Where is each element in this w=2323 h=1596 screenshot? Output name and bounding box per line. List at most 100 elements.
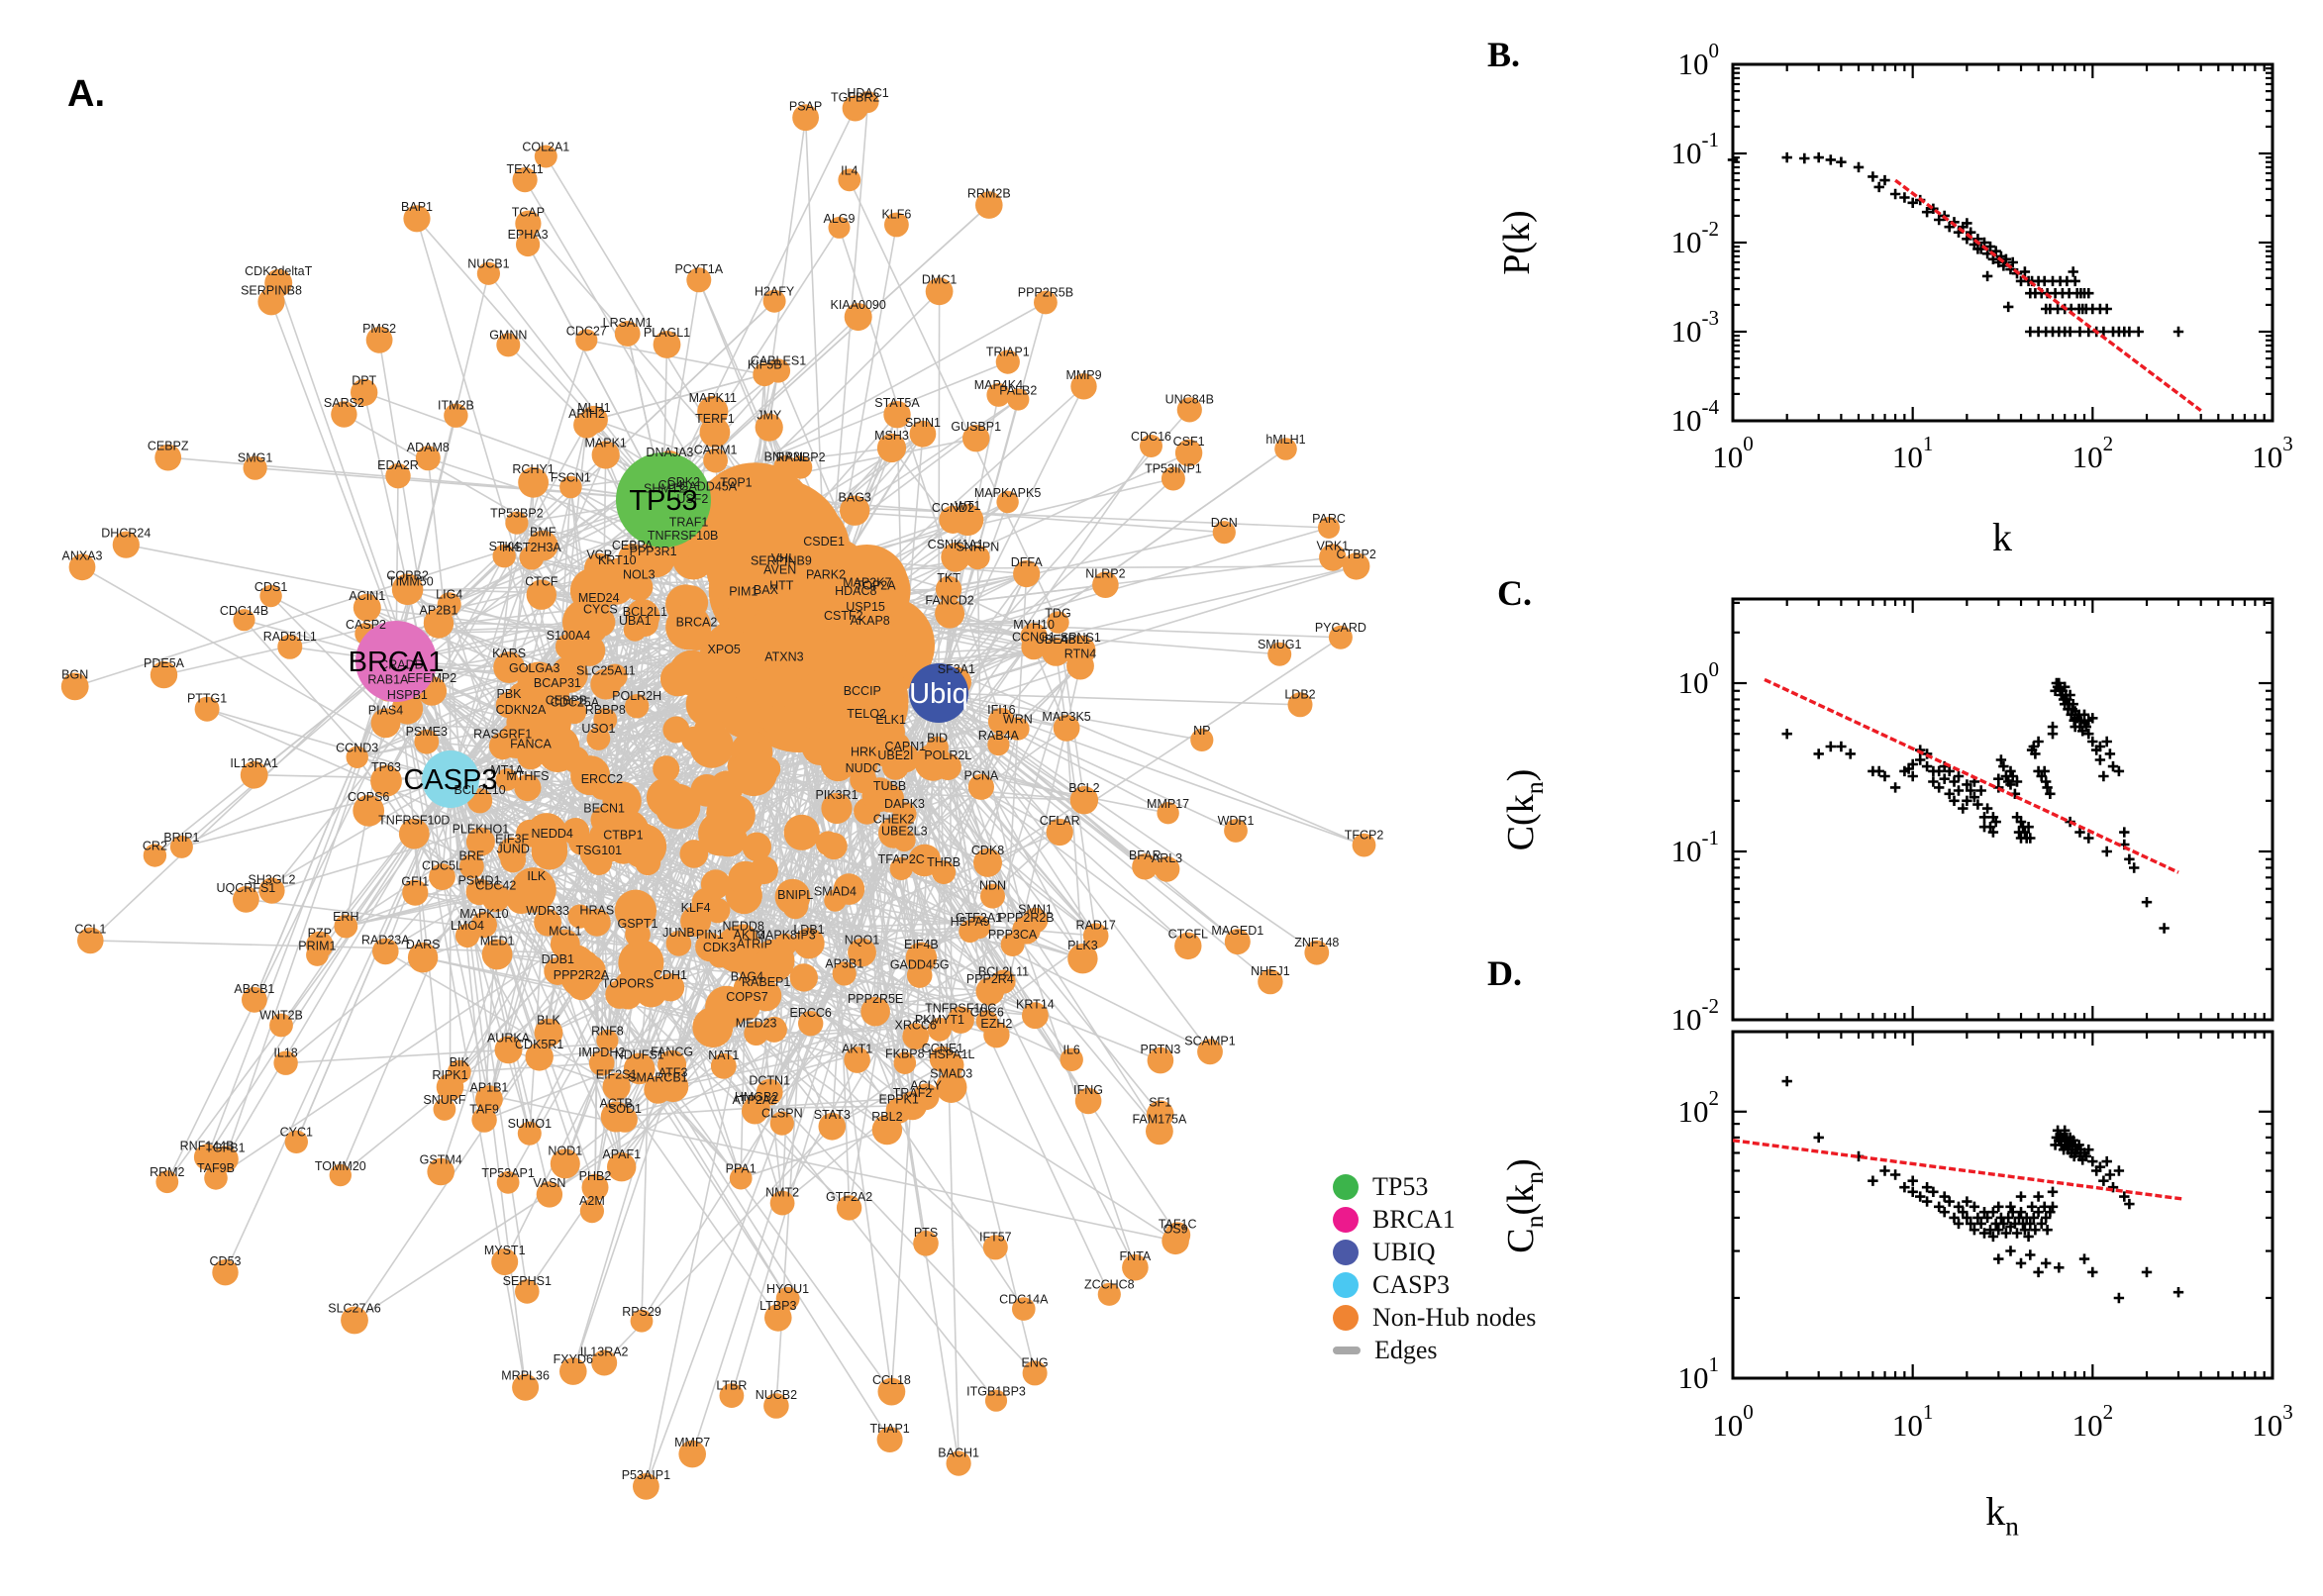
svg-text:HSPB1: HSPB1: [387, 688, 428, 702]
svg-text:BAG3: BAG3: [839, 491, 871, 505]
svg-text:NUCB1: NUCB1: [467, 257, 509, 271]
svg-text:TNFRSF10C: TNFRSF10C: [925, 1002, 996, 1016]
svg-text:ZCCHC8: ZCCHC8: [1084, 1278, 1135, 1292]
svg-text:HDAC1: HDAC1: [847, 86, 888, 100]
svg-text:RNF144B: RNF144B: [180, 1140, 235, 1153]
svg-text:RAD23A: RAD23A: [361, 934, 410, 948]
svg-text:TRAF2: TRAF2: [893, 1086, 933, 1100]
svg-text:RASGRF1: RASGRF1: [473, 728, 532, 742]
svg-text:CASP3: CASP3: [403, 764, 497, 796]
svg-text:PSAP: PSAP: [789, 99, 822, 113]
svg-text:CASP2: CASP2: [346, 618, 386, 632]
svg-text:GUSBP1: GUSBP1: [951, 420, 1001, 434]
svg-text:PCYT1A: PCYT1A: [674, 262, 723, 276]
svg-text:RIPK1: RIPK1: [432, 1068, 467, 1082]
svg-text:SH3GL2: SH3GL2: [249, 873, 296, 887]
svg-text:USP15: USP15: [846, 600, 885, 614]
legend-item-ubiq: UBIQ: [1333, 1236, 1536, 1268]
svg-text:PPP2R5B: PPP2R5B: [1018, 286, 1073, 300]
svg-text:BACH1: BACH1: [938, 1446, 979, 1460]
svg-text:CCND3: CCND3: [336, 742, 378, 755]
svg-text:CSF1: CSF1: [1173, 435, 1205, 449]
svg-text:LRSAM1: LRSAM1: [603, 316, 653, 330]
svg-text:POLR2L: POLR2L: [924, 748, 971, 762]
svg-text:MED1: MED1: [480, 935, 515, 948]
svg-text:TP53INP1: TP53INP1: [1145, 462, 1202, 476]
svg-text:RNF8: RNF8: [591, 1025, 624, 1039]
svg-text:101: 101: [1678, 1352, 1720, 1395]
svg-text:SF3A1: SF3A1: [938, 662, 975, 676]
svg-text:JMY: JMY: [757, 409, 782, 423]
svg-text:MTHFS: MTHFS: [506, 769, 549, 783]
svg-text:NUCB2: NUCB2: [756, 1388, 797, 1402]
svg-text:VCP: VCP: [586, 549, 612, 562]
svg-text:CDC14B: CDC14B: [220, 604, 268, 618]
svg-text:GTF2A2: GTF2A2: [826, 1190, 872, 1204]
svg-text:THRB: THRB: [927, 855, 960, 869]
svg-text:TGFB1: TGFB1: [205, 1141, 245, 1154]
svg-text:EFEMP2: EFEMP2: [407, 671, 456, 685]
svg-text:CFLAR: CFLAR: [1040, 814, 1080, 828]
svg-text:ILK: ILK: [527, 869, 546, 883]
svg-text:AKAP8: AKAP8: [850, 614, 889, 628]
svg-text:FXYD6: FXYD6: [554, 1352, 593, 1366]
svg-text:CDC5L: CDC5L: [422, 858, 462, 872]
svg-text:HIST2H3A: HIST2H3A: [502, 541, 561, 554]
svg-text:AKT3: AKT3: [734, 928, 764, 942]
svg-text:PLAGL1: PLAGL1: [644, 326, 690, 340]
svg-text:BNIPL: BNIPL: [777, 888, 813, 902]
svg-text:CHEK2: CHEK2: [873, 813, 915, 827]
svg-text:NOL3: NOL3: [623, 568, 656, 582]
svg-text:MLH1: MLH1: [577, 401, 610, 415]
svg-text:GOLGA3: GOLGA3: [509, 661, 559, 675]
svg-text:CR2: CR2: [143, 839, 167, 852]
legend-label-edges: Edges: [1374, 1335, 1438, 1364]
svg-text:CTCFL: CTCFL: [1168, 928, 1208, 942]
svg-text:ABCB1: ABCB1: [234, 982, 274, 996]
svg-text:EIF3F: EIF3F: [495, 833, 529, 847]
svg-text:H2AFY: H2AFY: [755, 285, 795, 299]
svg-text:IFT57: IFT57: [979, 1230, 1012, 1244]
svg-text:USF2: USF2: [676, 492, 708, 506]
svg-text:WRN: WRN: [1003, 712, 1033, 726]
svg-text:AP3B1: AP3B1: [825, 956, 863, 970]
panel-a-label: A.: [67, 73, 105, 115]
tp53-swatch-icon: [1333, 1173, 1359, 1200]
svg-text:MMP9: MMP9: [1065, 368, 1101, 382]
svg-text:BFAR: BFAR: [1129, 848, 1162, 862]
svg-text:DDB1: DDB1: [542, 952, 574, 966]
svg-text:SNURF: SNURF: [423, 1093, 465, 1107]
svg-text:BAP1: BAP1: [401, 200, 433, 214]
svg-text:DMC1: DMC1: [922, 272, 957, 286]
legend-label-casp3: CASP3: [1372, 1269, 1451, 1299]
svg-text:BCCIP: BCCIP: [844, 684, 881, 698]
svg-text:C(kn): C(kn): [1500, 769, 1549, 851]
svg-text:MRPL36: MRPL36: [501, 1369, 550, 1383]
svg-text:RABEP1: RABEP1: [742, 975, 790, 989]
svg-text:PKMYT1: PKMYT1: [915, 1013, 964, 1027]
svg-text:CTCF: CTCF: [525, 575, 558, 589]
svg-text:101: 101: [1892, 432, 1934, 474]
svg-text:10-2: 10-2: [1671, 994, 1720, 1037]
svg-text:PARC: PARC: [1312, 512, 1346, 526]
svg-text:102: 102: [2072, 1400, 2114, 1443]
svg-text:MYH10: MYH10: [1013, 618, 1055, 632]
svg-text:HYOU1: HYOU1: [766, 1282, 809, 1296]
svg-text:TNFRSF10D: TNFRSF10D: [378, 814, 450, 828]
svg-text:ATP2A2: ATP2A2: [732, 1093, 777, 1107]
brca1-swatch-icon: [1333, 1206, 1359, 1233]
svg-text:PPA1: PPA1: [726, 1162, 757, 1176]
svg-text:PPP3R1: PPP3R1: [630, 545, 677, 558]
svg-text:hMLH1: hMLH1: [1265, 433, 1305, 447]
svg-text:10-1: 10-1: [1671, 128, 1720, 170]
svg-text:CDC27: CDC27: [566, 324, 607, 338]
svg-text:HSPA1L: HSPA1L: [928, 1047, 974, 1061]
svg-text:RAD51L1: RAD51L1: [263, 630, 317, 644]
svg-text:10-4: 10-4: [1671, 395, 1720, 438]
chart-C: 100 10-1 10-2 C(kn): [1500, 597, 2274, 1037]
svg-text:CCL18: CCL18: [872, 1373, 911, 1387]
svg-text:EPPK1: EPPK1: [879, 1093, 919, 1107]
svg-text:CD53: CD53: [210, 1254, 242, 1268]
svg-text:VHL: VHL: [771, 551, 795, 565]
